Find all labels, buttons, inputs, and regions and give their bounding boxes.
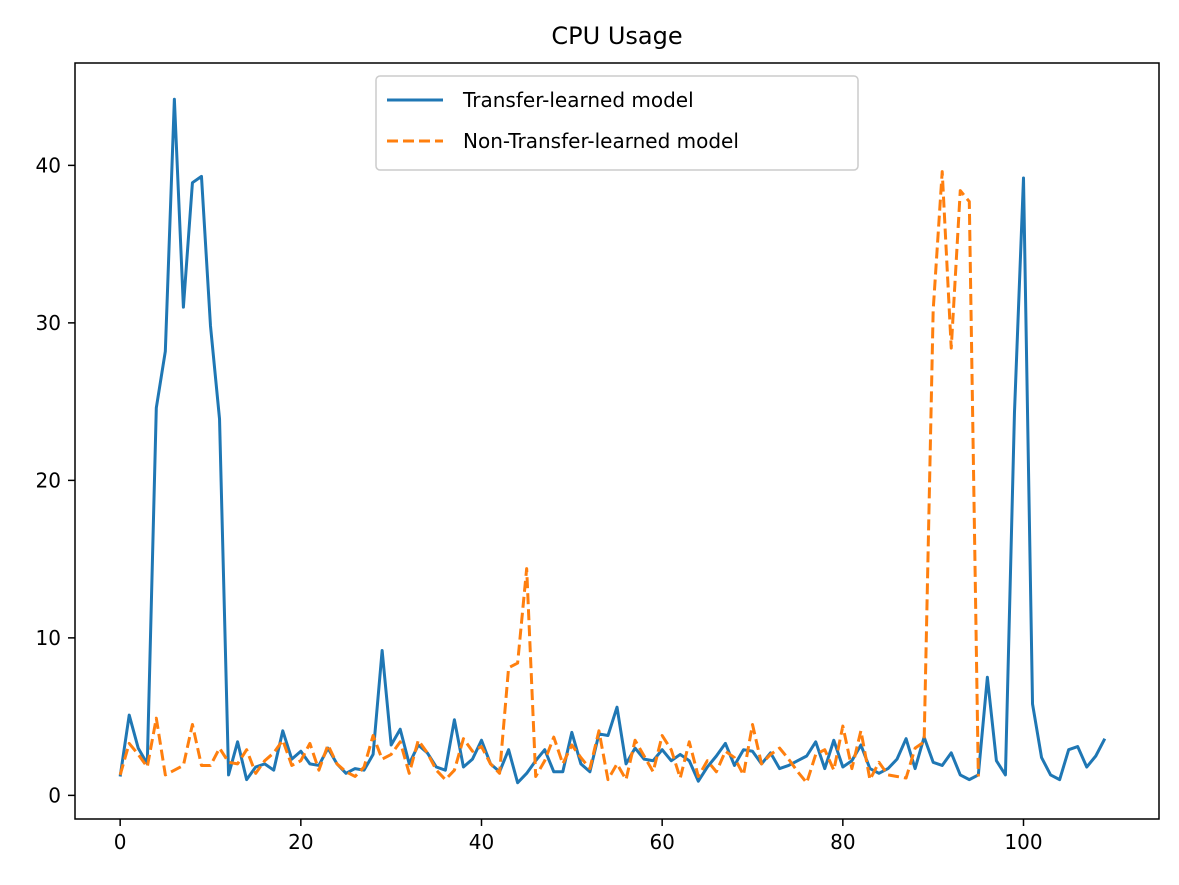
x-tick-label: 100 <box>1004 830 1042 854</box>
x-tick-label: 40 <box>469 830 494 854</box>
legend-label-non-transfer: Non-Transfer-learned model <box>463 129 739 153</box>
x-tick-label: 80 <box>830 830 855 854</box>
series-line-transfer <box>118 97 1107 785</box>
x-tick-label: 60 <box>649 830 674 854</box>
plot-area <box>75 63 1159 819</box>
y-axis: 0 10 20 30 40 <box>36 153 75 807</box>
plot-frame <box>74 62 1160 820</box>
x-axis: 0 20 40 60 80 100 <box>114 819 1043 854</box>
y-tick-label: 10 <box>36 626 61 650</box>
y-tick-label: 20 <box>36 468 61 492</box>
y-tick-label: 30 <box>36 311 61 335</box>
chart-title: CPU Usage <box>551 22 682 50</box>
y-tick-label: 40 <box>36 153 61 177</box>
series-line-non-transfer <box>118 170 980 785</box>
legend: Transfer-learned model Non-Transfer-lear… <box>375 75 859 171</box>
series-layer <box>118 97 1107 785</box>
y-tick-label: 0 <box>48 783 61 807</box>
x-tick-label: 20 <box>288 830 313 854</box>
legend-label-transfer: Transfer-learned model <box>462 88 694 112</box>
x-tick-label: 0 <box>114 830 127 854</box>
legend-box <box>375 75 859 171</box>
